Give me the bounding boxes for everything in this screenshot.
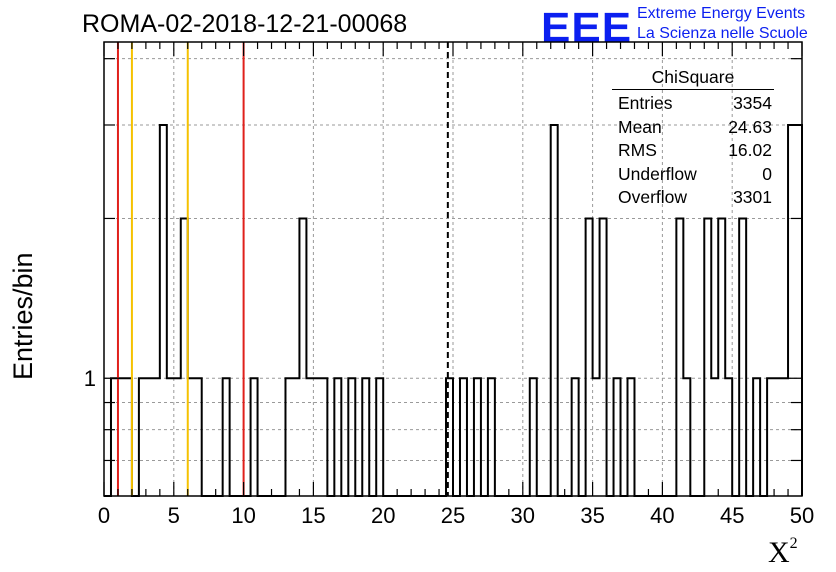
histogram-bin	[628, 378, 635, 496]
histogram-bin	[174, 378, 181, 496]
histogram-bin	[788, 125, 795, 496]
x-tick-label: 25	[441, 503, 465, 528]
x-tick-label: 30	[511, 503, 535, 528]
histogram-bin	[251, 378, 258, 496]
histogram-bin	[586, 218, 593, 496]
histogram-bin	[362, 378, 369, 496]
stats-row-overflow: Overflow 3301	[612, 186, 778, 210]
histogram-bin	[125, 378, 132, 496]
histogram-bin	[146, 378, 153, 496]
histogram-bin	[111, 378, 118, 496]
x-tick-label: 50	[790, 503, 814, 528]
histogram-bin	[718, 218, 725, 496]
stats-value: 3301	[733, 187, 772, 207]
x-axis-label-base: X	[768, 536, 790, 569]
histogram-bin	[600, 218, 607, 496]
histogram-bin	[593, 378, 600, 496]
histogram-bin	[739, 218, 746, 496]
histogram-bin	[551, 125, 558, 496]
x-tick-label: 35	[580, 503, 604, 528]
stats-title: ChiSquare	[612, 66, 774, 90]
histogram-bin	[614, 378, 621, 496]
stats-box: ChiSquare Entries 3354 Mean 24.63 RMS 16.02…	[612, 66, 778, 210]
eee-logo: EEE	[541, 4, 633, 51]
x-tick-label: 20	[371, 503, 395, 528]
histogram-bin	[348, 378, 355, 496]
histogram-bin	[774, 378, 781, 496]
x-tick-label: 10	[231, 503, 255, 528]
logo-line-2: La Scienza nelle Scuole	[637, 25, 808, 42]
x-tick-label: 40	[650, 503, 674, 528]
x-axis-label-sup: 2	[789, 535, 798, 552]
histogram-bin	[795, 125, 802, 496]
histogram-bin	[292, 378, 299, 496]
histogram-bin	[704, 218, 711, 496]
histogram-bin	[320, 378, 327, 496]
logo-line-1: Extreme Energy Events	[637, 5, 806, 22]
stats-label: Mean	[618, 116, 662, 137]
histogram-bin	[711, 378, 718, 496]
stats-row-entries: Entries 3354	[612, 92, 778, 116]
x-tick-label: 45	[720, 503, 744, 528]
x-axis-label: X2	[768, 535, 798, 570]
plot-title: ROMA-02-2018-12-21-00068	[82, 10, 408, 38]
stats-value: 3354	[733, 93, 772, 113]
stats-value: 16.02	[728, 140, 772, 160]
histogram-bin	[376, 378, 383, 496]
histogram-bin	[767, 378, 774, 496]
histogram-bin	[181, 218, 188, 496]
x-tick-label: 15	[301, 503, 325, 528]
histogram-bin	[530, 378, 537, 496]
histogram-bin	[306, 378, 313, 496]
histogram-bin	[139, 378, 146, 496]
histogram-bin	[572, 378, 579, 496]
histogram-bin	[299, 218, 306, 496]
histogram-bin	[781, 378, 788, 496]
histogram-bin	[160, 125, 167, 496]
stats-row-rms: RMS 16.02	[612, 139, 778, 163]
histogram-bin	[474, 378, 481, 496]
stats-label: Overflow	[618, 187, 688, 207]
stats-label: Entries	[618, 93, 673, 113]
histogram-bin	[188, 378, 195, 496]
histogram-bin	[683, 378, 690, 496]
histogram-bin	[195, 378, 202, 496]
histogram-bin	[313, 378, 320, 496]
x-tick-label: 5	[168, 503, 180, 528]
histogram-bin	[753, 378, 760, 496]
stats-row-underflow: Underflow 0	[612, 163, 778, 187]
y-tick-label: 1	[84, 366, 96, 391]
histogram-bin	[460, 378, 467, 496]
histogram-bin	[334, 378, 341, 496]
x-tick-label: 0	[98, 503, 110, 528]
histogram-bin	[153, 378, 160, 496]
stats-label: RMS	[618, 140, 657, 160]
histogram-bin	[725, 378, 732, 496]
stats-value: 24.63	[728, 116, 772, 137]
histogram-bin	[676, 218, 683, 496]
histogram-bin	[118, 378, 125, 496]
stats-row-mean: Mean 24.63	[612, 116, 778, 140]
histogram-bin	[223, 378, 230, 496]
stats-label: Underflow	[618, 163, 697, 184]
histogram-bin	[167, 378, 174, 496]
stats-value: 0	[762, 163, 772, 184]
histogram-bin	[285, 378, 292, 496]
histogram-bin	[488, 378, 495, 496]
